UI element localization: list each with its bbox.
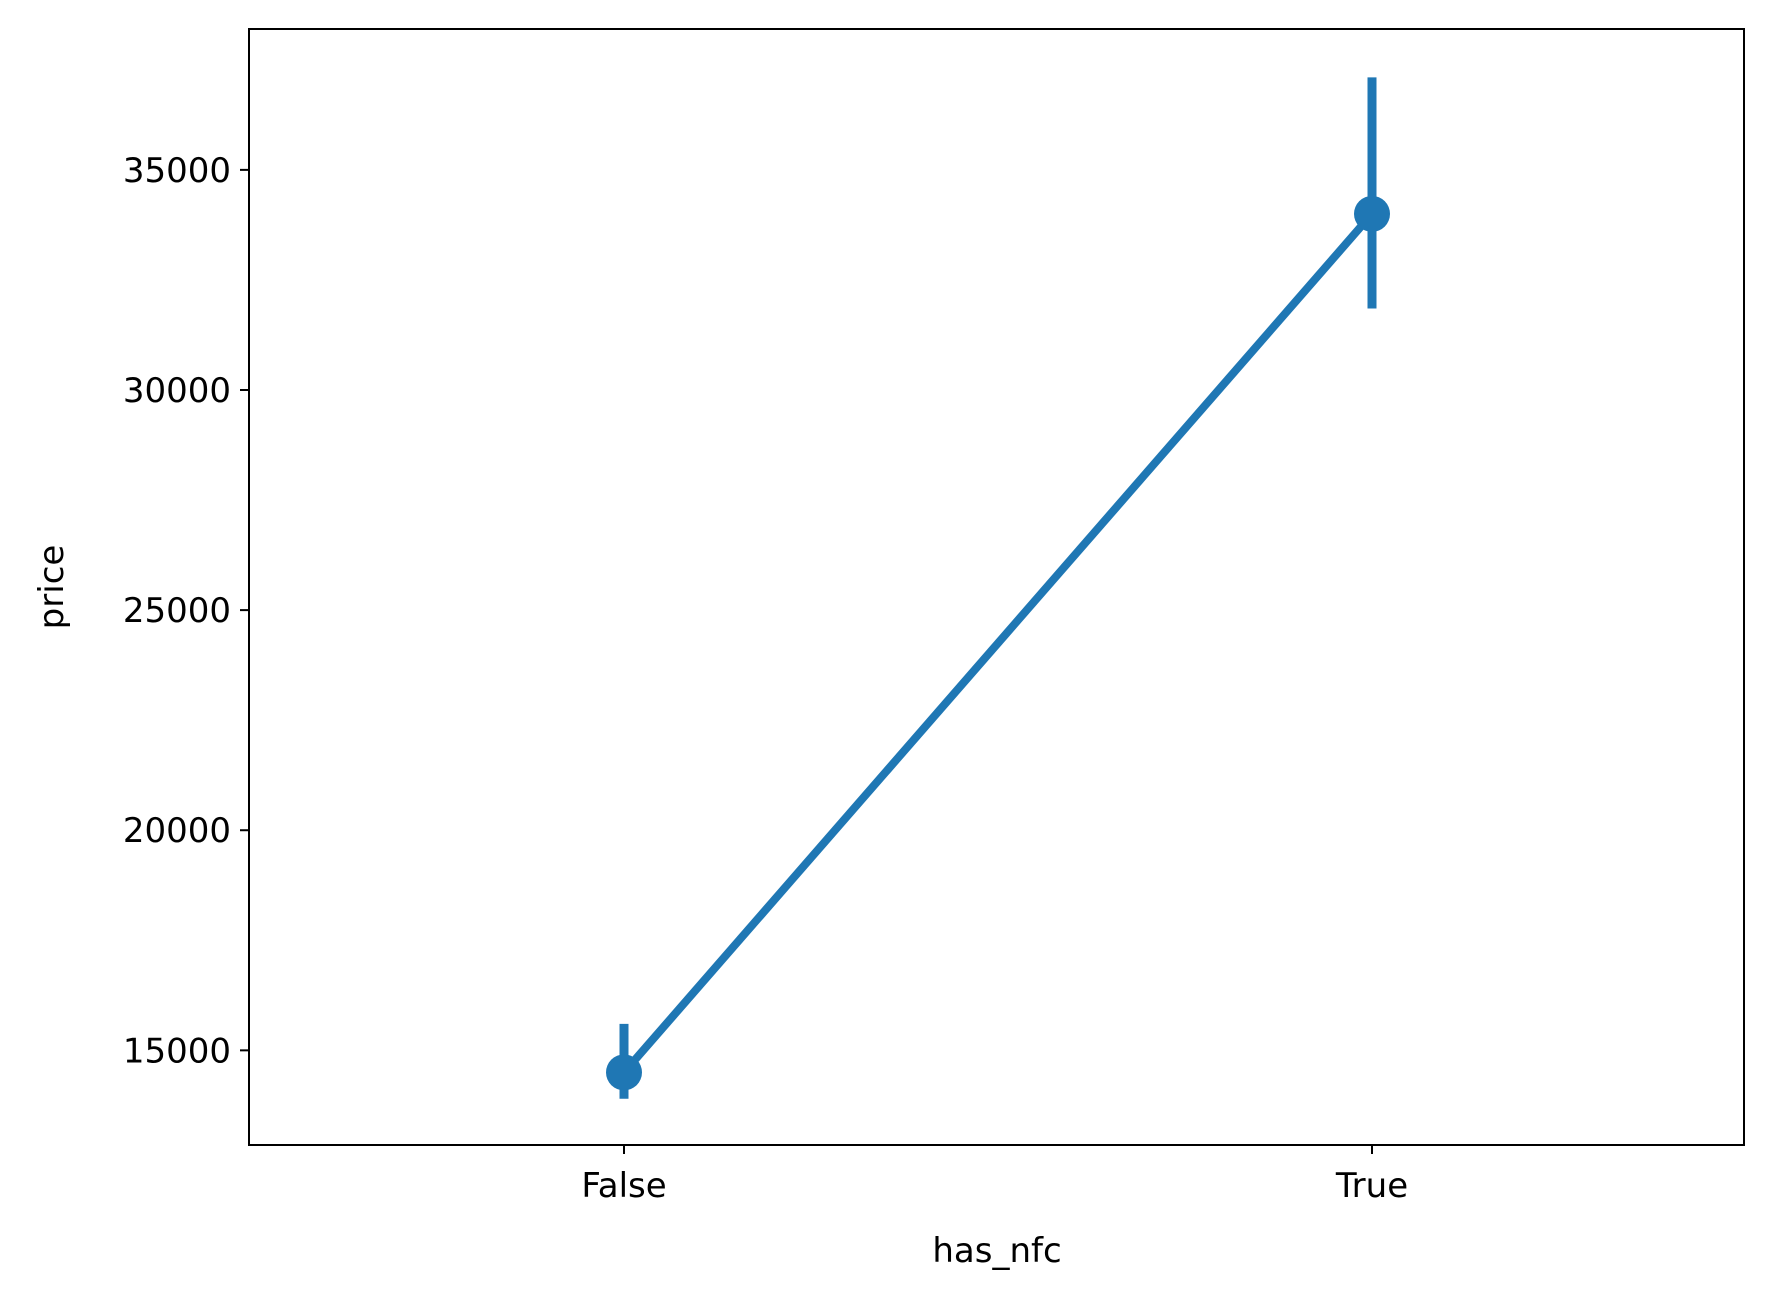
x-axis: False True <box>581 1145 1408 1206</box>
y-tick-label: 20000 <box>123 811 231 851</box>
x-tick-label: True <box>1335 1166 1408 1206</box>
y-tick-label: 25000 <box>123 591 231 631</box>
x-tick-label: False <box>581 1166 666 1206</box>
y-tick-label: 15000 <box>123 1031 231 1071</box>
series-line <box>620 211 1376 1075</box>
y-axis-title: price <box>32 545 72 630</box>
data-point <box>606 1054 642 1091</box>
y-tick-label: 30000 <box>123 371 231 411</box>
y-axis: 15000 20000 25000 30000 35000 <box>123 151 249 1071</box>
series-marks <box>606 77 1390 1099</box>
x-axis-title: has_nfc <box>932 1231 1061 1271</box>
y-tick-label: 35000 <box>123 151 231 191</box>
plot-frame <box>248 28 1745 1146</box>
data-point <box>1354 195 1390 232</box>
